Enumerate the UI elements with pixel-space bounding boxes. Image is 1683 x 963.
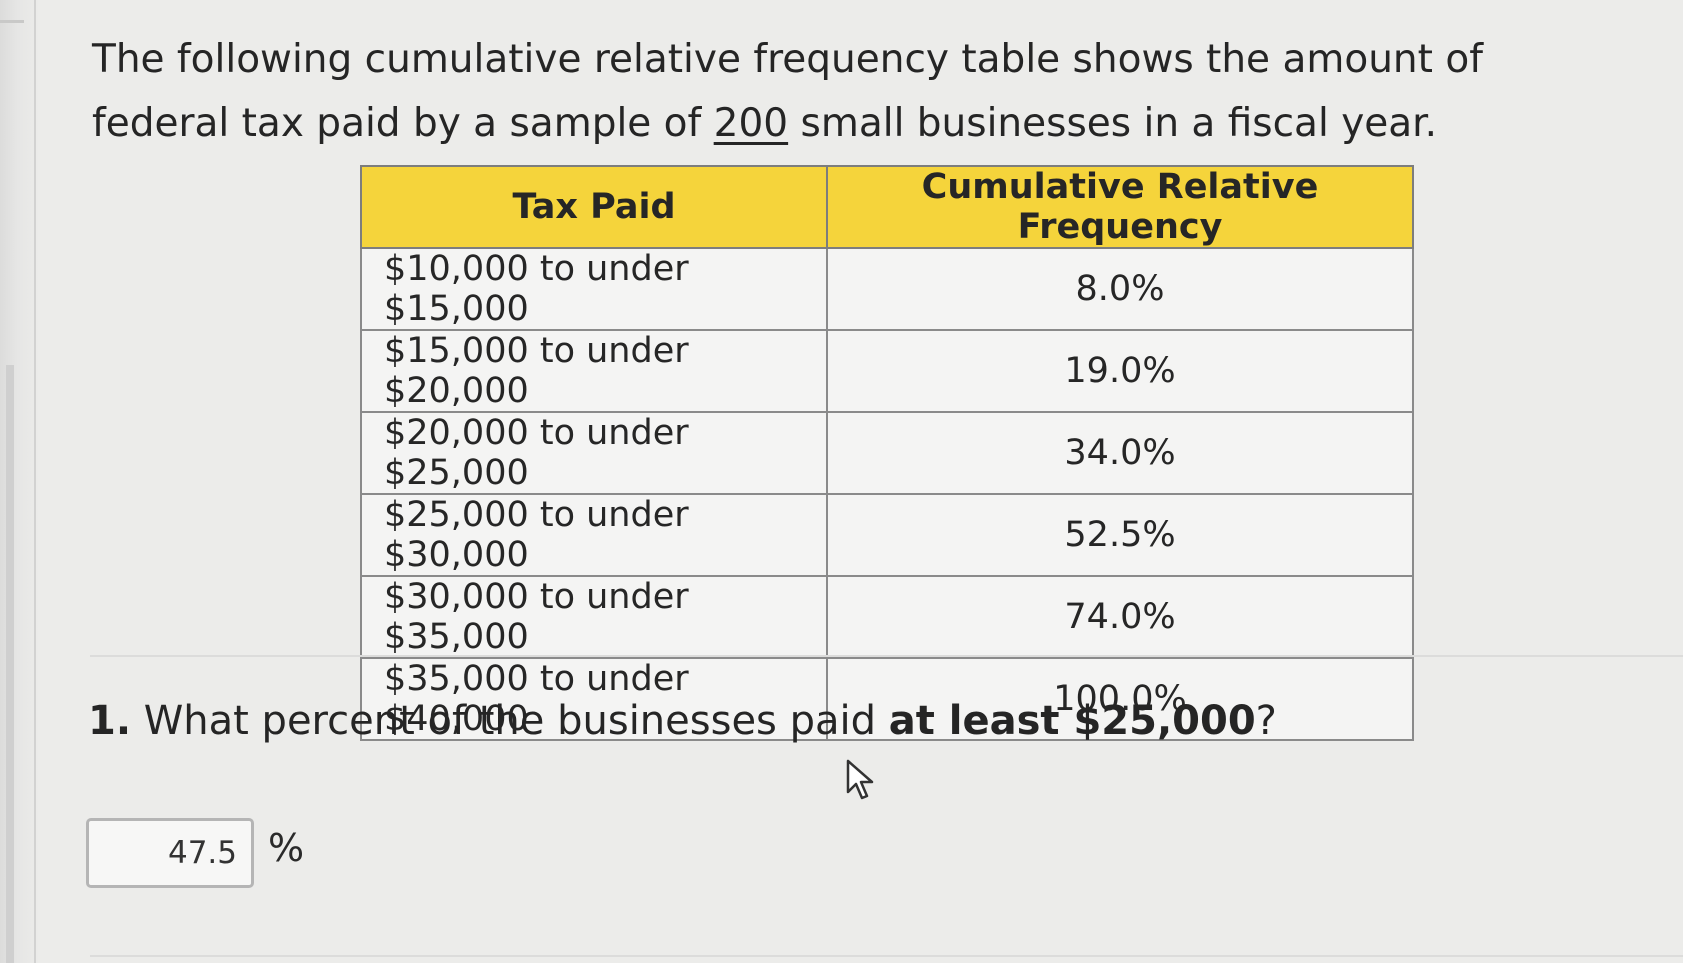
header-cumulative-relative-frequency: Cumulative Relative Frequency <box>826 165 1414 249</box>
question-1: 1. What percent of the businesses paid a… <box>88 698 1277 744</box>
frequency-cell: 74.0% <box>826 575 1414 659</box>
table-header-row: Tax Paid Cumulative Relative Frequency <box>360 165 1414 249</box>
margin-rule <box>34 0 36 963</box>
frequency-cell: 8.0% <box>826 247 1414 331</box>
question-number: 1. <box>88 698 132 744</box>
table-row: $20,000 to under $25,000 34.0% <box>360 411 1414 495</box>
header-tax-paid: Tax Paid <box>360 165 828 249</box>
question-emphasis: at least $25,000 <box>888 698 1256 744</box>
prompt-text-after: small businesses in a fiscal year. <box>788 101 1438 146</box>
section-divider <box>90 655 1683 657</box>
tax-range-cell: $10,000 to under $15,000 <box>360 247 828 331</box>
table-row: $30,000 to under $35,000 74.0% <box>360 575 1414 659</box>
frequency-table-container: Tax Paid Cumulative Relative Frequency $… <box>360 165 1414 741</box>
bottom-divider <box>90 955 1683 957</box>
mouse-pointer-icon <box>845 758 877 802</box>
answer-unit-label: % <box>268 826 305 870</box>
frequency-cell: 34.0% <box>826 411 1414 495</box>
frequency-cell: 19.0% <box>826 329 1414 413</box>
question-text-after: ? <box>1255 698 1277 744</box>
table-row: $35,000 to under $40,000 100.0% <box>360 657 1414 741</box>
answer-input[interactable]: 47.5 <box>86 818 254 888</box>
sample-size: 200 <box>713 101 789 146</box>
table-row: $15,000 to under $20,000 19.0% <box>360 329 1414 413</box>
cumulative-frequency-table: Tax Paid Cumulative Relative Frequency $… <box>360 165 1414 741</box>
tax-range-cell: $30,000 to under $35,000 <box>360 575 828 659</box>
tax-range-cell: $25,000 to under $30,000 <box>360 493 828 577</box>
tax-range-cell: $20,000 to under $25,000 <box>360 411 828 495</box>
tax-range-cell: $35,000 to under $40,000 <box>360 657 828 741</box>
margin-accent <box>0 20 24 23</box>
scrollbar-track[interactable] <box>6 365 14 963</box>
tax-range-cell: $15,000 to under $20,000 <box>360 329 828 413</box>
problem-statement: The following cumulative relative freque… <box>92 28 1632 156</box>
table-row: $10,000 to under $15,000 8.0% <box>360 247 1414 331</box>
prompt-text-before: The following cumulative relative freque… <box>92 37 1483 146</box>
question-text-before: What percent of the businesses paid <box>131 698 889 744</box>
frequency-cell: 100.0% <box>826 657 1414 741</box>
table-row: $25,000 to under $30,000 52.5% <box>360 493 1414 577</box>
frequency-cell: 52.5% <box>826 493 1414 577</box>
